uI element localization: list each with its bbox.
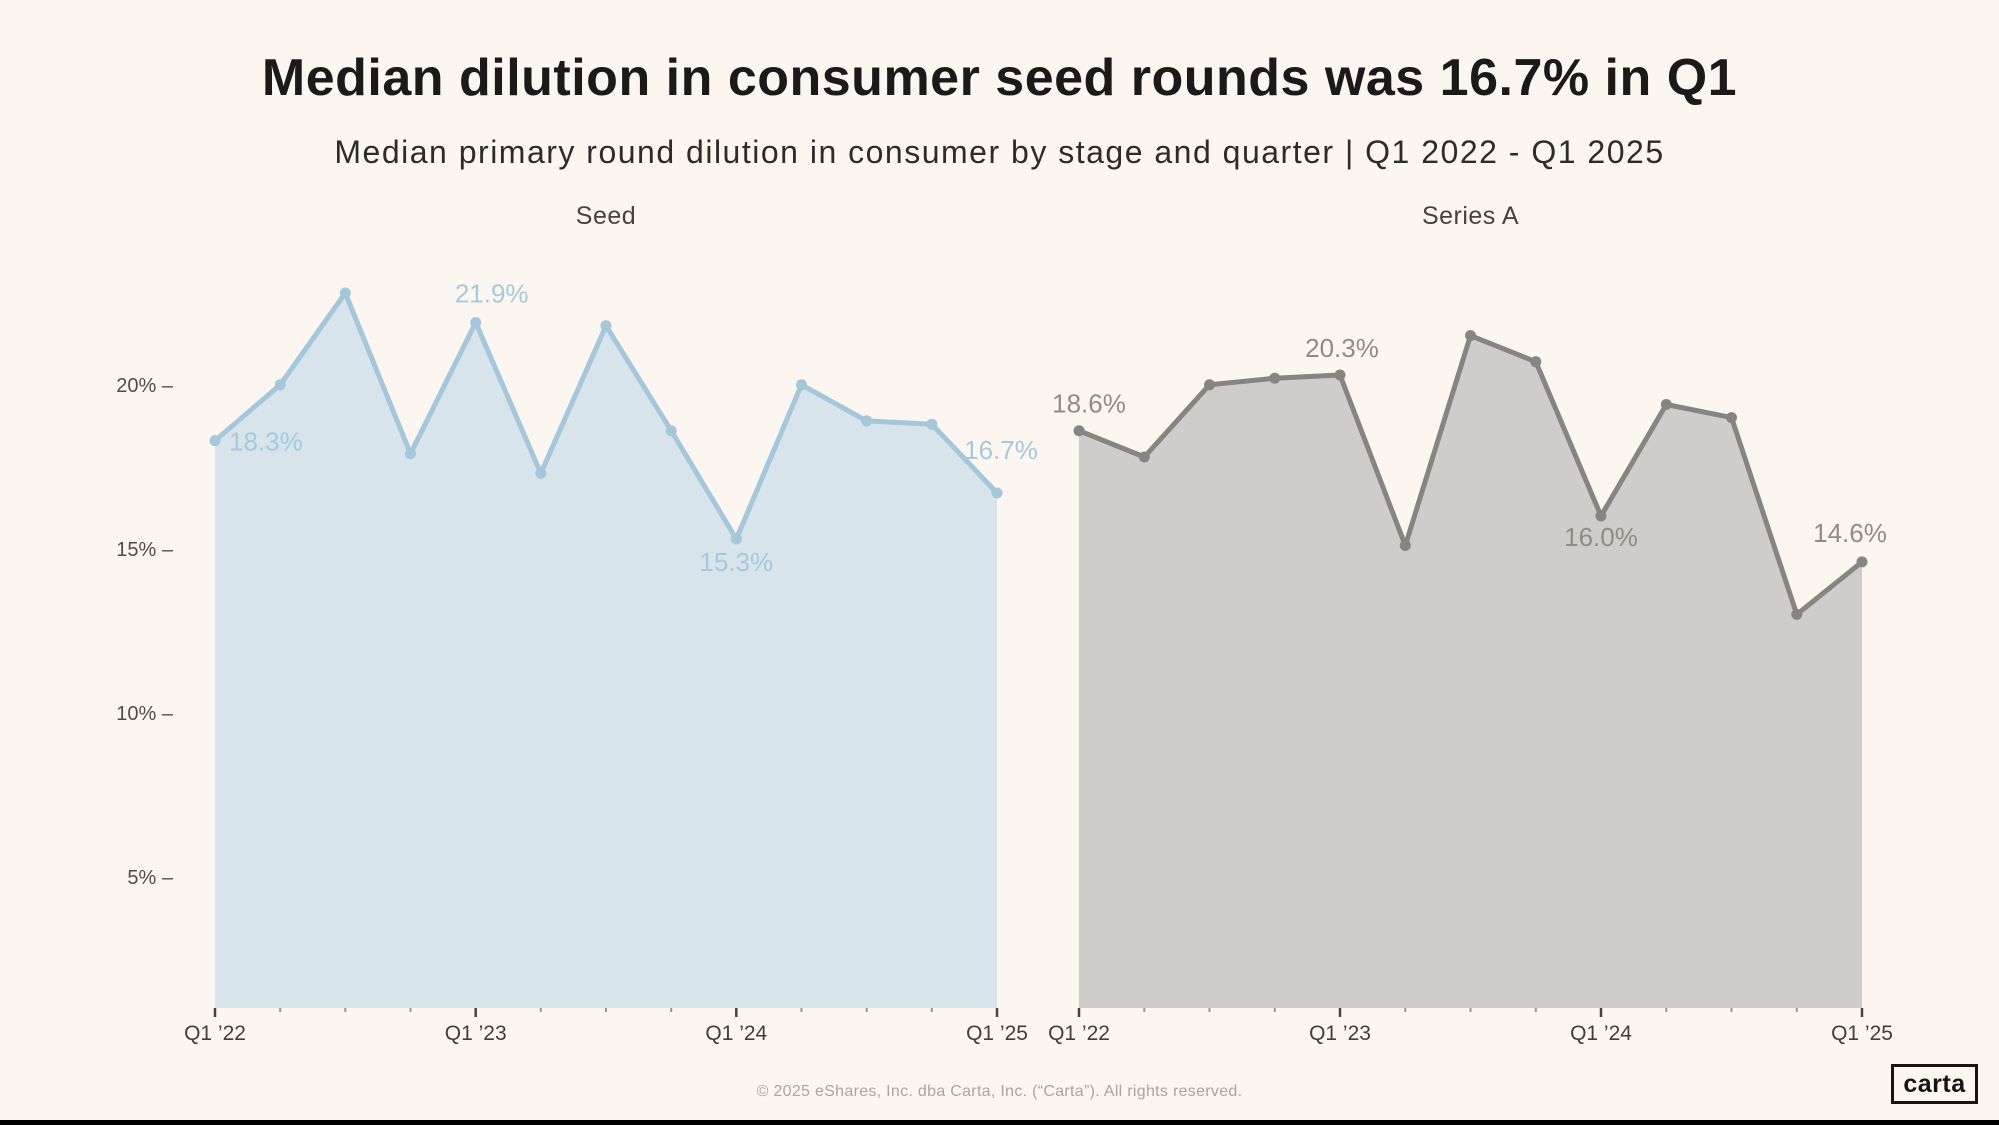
series-a-panel-title: Series A <box>1421 202 1520 230</box>
series-a-point-2 <box>1204 379 1215 391</box>
series-a-panel: Q1 ’22 Q1 ’23 Q1 ’24 Q1 ’25 18.6% 20.3% 16.0% 1… <box>1048 330 1893 1045</box>
seed-point-0 <box>209 435 221 447</box>
seed-panel-title: Seed <box>575 202 637 230</box>
seed-panel: Q1 ’22 Q1 ’23 Q1 ’24 Q1 ’25 20% – 15% – 10% – 5… <box>116 279 1038 1046</box>
series-a-point-5 <box>1399 540 1411 551</box>
seed-y-label: 5% – <box>127 867 173 889</box>
series-a-point-label: 20.3% <box>1305 333 1379 363</box>
copyright-text: © 2025 eShares, Inc. dba Carta, Inc. (“C… <box>756 1083 1243 1100</box>
series-a-point-6 <box>1465 330 1476 342</box>
series-a-point-0 <box>1073 425 1085 437</box>
seed-point-label: 16.7% <box>964 435 1038 465</box>
seed-point-4 <box>470 317 482 328</box>
page-subtitle: Median primary round dilution in consume… <box>334 134 1665 170</box>
seed-y-label: 20% – <box>116 375 174 397</box>
seed-point-11 <box>926 418 938 430</box>
series-a-point-3 <box>1269 372 1281 384</box>
series-a-x-label: Q1 ’22 <box>1048 1022 1110 1045</box>
seed-point-5 <box>535 467 547 479</box>
page-title: Median dilution in consumer seed rounds … <box>261 49 1738 107</box>
series-a-x-label: Q1 ’24 <box>1570 1022 1632 1045</box>
seed-x-label: Q1 ’25 <box>966 1022 1028 1045</box>
bottom-border <box>0 1120 1999 1125</box>
series-a-point-1 <box>1138 451 1150 463</box>
seed-point-label: 21.9% <box>455 279 529 309</box>
seed-point-3 <box>405 448 416 460</box>
seed-point-7 <box>665 425 677 437</box>
seed-point-8 <box>730 533 742 545</box>
seed-point-9 <box>796 379 807 391</box>
carta-logo-text: carta <box>1903 1069 1966 1098</box>
series-a-point-label: 16.0% <box>1564 522 1638 552</box>
seed-x-label: Q1 ’24 <box>705 1022 767 1045</box>
seed-point-label: 15.3% <box>699 547 773 577</box>
seed-area <box>215 293 997 1008</box>
series-a-point-11 <box>1791 608 1803 620</box>
series-a-point-label: 18.6% <box>1052 389 1126 419</box>
series-a-x-label: Q1 ’25 <box>1831 1022 1893 1045</box>
series-a-point-7 <box>1530 356 1542 368</box>
seed-y-label: 10% – <box>116 703 174 725</box>
seed-x-label: Q1 ’22 <box>184 1022 246 1045</box>
series-a-x-label: Q1 ’23 <box>1309 1022 1371 1045</box>
series-a-point-12 <box>1856 556 1868 568</box>
seed-point-1 <box>274 379 286 391</box>
seed-point-label: 18.3% <box>229 427 303 457</box>
series-a-point-8 <box>1595 510 1607 522</box>
carta-logo: carta <box>1891 1064 1978 1104</box>
seed-x-label: Q1 ’23 <box>445 1022 507 1045</box>
seed-point-2 <box>339 287 351 299</box>
seed-y-label: 15% – <box>116 539 174 561</box>
series-a-area <box>1079 335 1862 1009</box>
seed-point-6 <box>600 320 612 332</box>
seed-point-12 <box>991 487 1003 499</box>
series-a-point-4 <box>1334 369 1346 381</box>
series-a-point-label: 14.6% <box>1813 518 1887 548</box>
series-a-point-10 <box>1726 412 1737 424</box>
seed-point-10 <box>861 415 873 427</box>
series-a-point-9 <box>1660 399 1672 410</box>
